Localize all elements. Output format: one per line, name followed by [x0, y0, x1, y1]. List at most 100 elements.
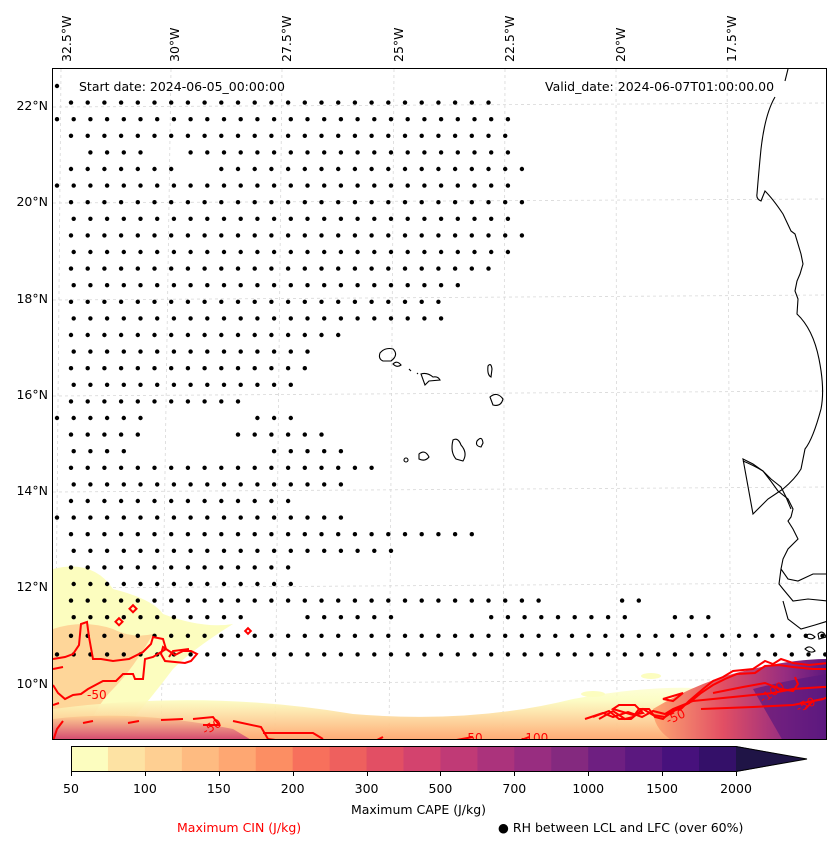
- lon-tick: 30°W: [167, 0, 184, 62]
- rh-dot: [352, 266, 358, 271]
- rh-dot: [486, 233, 491, 238]
- rh-dot: [302, 366, 307, 371]
- rh-dot: [553, 633, 558, 638]
- rh-dot: [305, 283, 310, 288]
- rh-dot: [386, 598, 391, 603]
- rh-dot: [235, 432, 241, 437]
- colorbar-tick-label: 1000: [572, 781, 605, 796]
- rh-dot: [338, 150, 344, 155]
- rh-dot: [402, 266, 408, 271]
- rh-dot: [689, 652, 694, 657]
- rh-dot: [336, 233, 341, 238]
- cin-contour: [159, 645, 199, 665]
- rh-dot: [135, 166, 140, 172]
- rh-dot: [171, 482, 177, 487]
- colorbar-tick: [736, 772, 737, 776]
- rh-dot: [271, 216, 277, 221]
- rh-dot: [285, 266, 291, 271]
- rh-dot: [372, 316, 377, 321]
- rh-dot: [185, 498, 191, 504]
- rh-dot: [436, 266, 441, 271]
- rh-dot: [205, 216, 210, 221]
- rh-dot: [68, 233, 74, 238]
- rh-dot: [505, 150, 511, 155]
- rh-dot: [88, 581, 93, 587]
- rh-dot: [88, 249, 93, 255]
- rh-dot: [402, 598, 408, 603]
- colorbar-segment: [403, 746, 442, 772]
- rh-dot: [102, 200, 107, 205]
- rh-dot: [68, 166, 74, 172]
- rh-dot: [319, 598, 324, 603]
- colorbar-segment: [144, 746, 183, 772]
- lon-tick-label: 30°W: [167, 27, 182, 62]
- rh-dot: [271, 183, 277, 188]
- rh-dot: [436, 299, 441, 304]
- rh-dot: [352, 532, 358, 537]
- rh-dot: [118, 432, 124, 437]
- rh-dot: [355, 150, 360, 155]
- rh-dot: [452, 166, 458, 172]
- rh-dot: [104, 548, 110, 553]
- rh-dot: [118, 532, 124, 537]
- rh-dot: [238, 183, 243, 188]
- rh-dot: [202, 299, 207, 304]
- rh-dot: [319, 299, 324, 304]
- rh-dot: [85, 366, 90, 371]
- colorbar-segment: [71, 746, 109, 772]
- rh-dot: [336, 299, 341, 304]
- rh-dot: [71, 349, 76, 354]
- rh-dot: [302, 465, 307, 470]
- rh-dot: [469, 166, 474, 172]
- rh-dot: [372, 548, 377, 553]
- rh-dot: [372, 652, 377, 657]
- rh-dot: [71, 216, 76, 221]
- rh-dot: [169, 565, 174, 570]
- rh-dot: [155, 349, 160, 354]
- rh-dot: [269, 299, 274, 304]
- rh-dot: [152, 532, 157, 537]
- rh-dot: [202, 100, 207, 105]
- rh-dot: [369, 465, 374, 470]
- rh-dot: [269, 498, 274, 504]
- rh-dot: [355, 283, 360, 288]
- rh-dot: [252, 299, 257, 304]
- rh-dot: [489, 183, 494, 188]
- meridian-line: [726, 69, 732, 739]
- rh-dot: [636, 633, 641, 638]
- map-panel[interactable]: -50 -50 -100 -50 -50 -100 -50 Start date…: [52, 68, 827, 740]
- rh-dot: [104, 249, 110, 255]
- rh-dot: [152, 465, 157, 470]
- island-sal: [487, 364, 493, 378]
- rh-dot: [221, 382, 227, 387]
- rh-dot: [152, 332, 157, 338]
- rh-dot: [255, 581, 260, 587]
- rh-dot: [138, 482, 143, 487]
- rh-dot: [71, 415, 76, 421]
- rh-dot: [255, 515, 260, 520]
- rh-dot: [169, 299, 174, 304]
- rh-dot: [486, 266, 491, 271]
- rh-dot: [619, 598, 625, 603]
- rh-dot: [269, 465, 274, 470]
- rh-dot: [71, 249, 76, 255]
- rh-dot: [285, 532, 291, 537]
- rh-dot: [221, 548, 227, 553]
- rh-dot: [522, 652, 527, 657]
- rh-dot: [238, 283, 243, 288]
- rh-dot: [102, 233, 107, 238]
- rh-dot: [205, 316, 210, 321]
- rh-dot: [219, 100, 224, 105]
- rh-dot: [155, 482, 160, 487]
- rh-dot: [436, 233, 441, 238]
- rh-dot: [302, 332, 307, 338]
- lon-tick: 27.5°W: [279, 0, 296, 62]
- rh-dot: [486, 166, 491, 172]
- rh-dot: [252, 432, 257, 437]
- rh-dot: [622, 615, 627, 620]
- rh-dot: [54, 515, 60, 520]
- island-fogo: [418, 451, 430, 461]
- rh-dot: [386, 133, 391, 138]
- rh-dot: [355, 652, 360, 657]
- rh-dot: [305, 216, 310, 221]
